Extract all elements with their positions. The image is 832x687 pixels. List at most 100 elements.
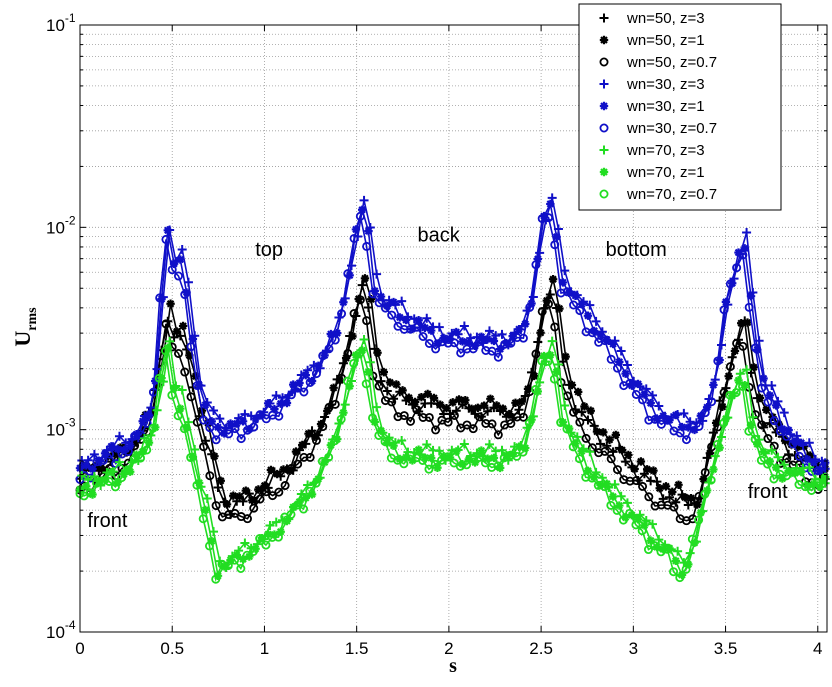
star-marker xyxy=(508,331,517,341)
star-marker xyxy=(646,398,655,408)
plus-marker xyxy=(459,321,469,331)
star-marker xyxy=(426,453,436,463)
circle-marker xyxy=(186,453,196,463)
star-marker xyxy=(392,380,401,389)
x-tick-label: 1.5 xyxy=(345,639,369,658)
plot-frame xyxy=(79,24,828,633)
star-marker xyxy=(238,554,248,564)
y-tick-exponent: -3 xyxy=(65,416,76,430)
circle-marker xyxy=(550,322,560,332)
star-marker xyxy=(401,315,411,325)
circle-marker xyxy=(418,455,428,465)
circle-marker xyxy=(788,439,798,449)
star-marker xyxy=(151,376,160,386)
star-marker xyxy=(429,393,439,403)
circle-marker xyxy=(468,344,478,354)
circle-marker xyxy=(135,453,145,463)
star-marker xyxy=(166,299,175,308)
circle-marker xyxy=(305,452,315,462)
plus-marker xyxy=(804,438,814,448)
plus-marker xyxy=(484,439,494,449)
circle-marker xyxy=(569,300,579,310)
star-marker xyxy=(787,440,796,449)
star-marker xyxy=(263,399,273,408)
circle-marker xyxy=(732,263,742,273)
x-tick-label: 0 xyxy=(75,639,84,658)
circle-marker xyxy=(707,397,717,407)
plus-marker xyxy=(422,439,432,449)
plus-marker xyxy=(434,322,444,332)
star-marker xyxy=(599,101,609,111)
star-marker xyxy=(615,357,624,367)
star-marker xyxy=(721,414,731,423)
star-marker xyxy=(734,248,743,257)
circle-marker xyxy=(568,442,578,452)
plus-marker xyxy=(177,245,187,255)
circle-marker xyxy=(142,445,152,455)
star-marker xyxy=(266,465,276,475)
circle-marker xyxy=(286,463,296,473)
star-marker xyxy=(655,484,664,493)
star-marker xyxy=(448,398,457,407)
star-marker xyxy=(737,319,746,328)
star-marker xyxy=(530,371,539,381)
circle-marker xyxy=(738,381,748,391)
circle-marker xyxy=(456,348,466,358)
star-marker xyxy=(734,376,743,385)
star-marker xyxy=(599,428,608,437)
star-marker xyxy=(320,458,329,467)
star-marker xyxy=(564,288,574,298)
star-marker xyxy=(778,474,787,483)
star-marker xyxy=(298,440,307,450)
star-marker xyxy=(410,397,420,407)
circle-marker xyxy=(612,465,622,475)
circle-marker xyxy=(242,550,252,560)
star-marker xyxy=(680,493,689,502)
circle-marker xyxy=(763,397,773,407)
star-marker xyxy=(235,492,244,501)
circle-marker xyxy=(650,541,660,551)
star-marker xyxy=(408,456,417,465)
star-marker xyxy=(314,361,323,370)
plus-marker xyxy=(599,13,609,23)
circle-marker xyxy=(518,412,528,422)
plus-marker xyxy=(365,357,375,367)
star-marker xyxy=(291,447,301,456)
y-tick-exponent: -2 xyxy=(65,213,76,227)
circle-marker xyxy=(506,418,516,428)
circle-marker xyxy=(574,454,584,464)
plus-marker xyxy=(767,381,777,391)
star-marker xyxy=(345,381,354,391)
circle-marker xyxy=(443,452,453,462)
star-marker xyxy=(580,402,589,411)
plus-marker xyxy=(359,335,369,345)
circle-marker xyxy=(776,426,786,436)
star-marker xyxy=(642,465,652,474)
star-marker xyxy=(332,434,342,444)
plus-marker xyxy=(175,331,185,341)
star-marker xyxy=(633,379,643,389)
circle-marker xyxy=(324,344,334,354)
circle-marker xyxy=(299,387,309,397)
star-marker xyxy=(232,550,241,560)
circle-marker xyxy=(192,480,202,490)
ticks: 0 0.5 1 1.5 2 2.5 3 3.5 410-110-210-310-4 xyxy=(46,11,827,658)
star-marker xyxy=(232,419,241,428)
circle-marker xyxy=(638,395,648,405)
star-marker xyxy=(602,335,611,344)
star-marker xyxy=(88,490,97,499)
star-marker xyxy=(784,425,793,435)
circle-marker xyxy=(587,328,597,338)
star-marker xyxy=(539,351,549,361)
circle-marker xyxy=(757,420,767,430)
circle-marker xyxy=(462,420,472,430)
y-tick-base: 10 xyxy=(46,218,65,237)
circle-marker xyxy=(336,414,346,424)
circle-marker xyxy=(280,395,290,405)
star-marker xyxy=(301,493,310,503)
legend-label: wn=70, z=0.7 xyxy=(626,186,717,203)
circle-marker xyxy=(173,271,183,281)
circle-marker xyxy=(349,309,359,319)
legend-box xyxy=(578,3,782,211)
star-marker xyxy=(289,380,298,389)
